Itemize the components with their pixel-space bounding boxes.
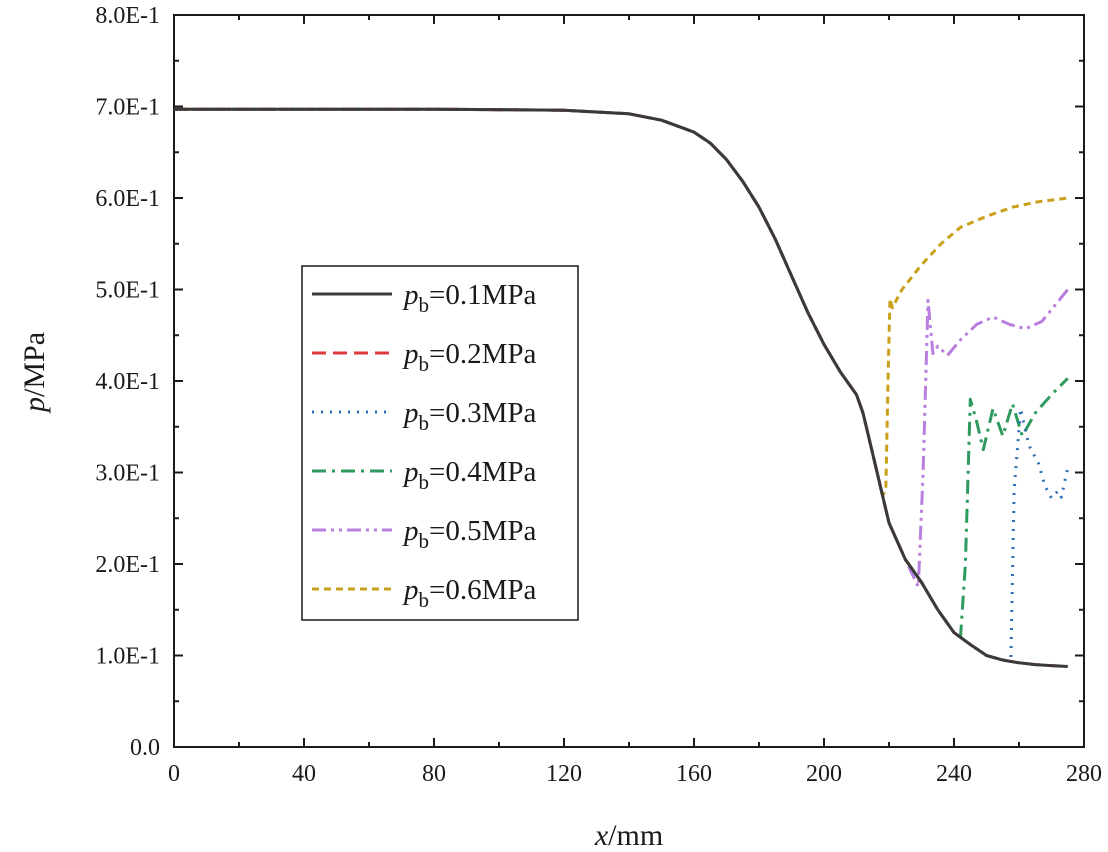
y-tick-label: 0.0 (130, 735, 160, 761)
y-tick-label: 1.0E-1 (95, 644, 160, 670)
x-tick-label: 0 (168, 761, 180, 787)
y-tick-label: 4.0E-1 (95, 369, 160, 395)
legend-items: pb=0.1MPa pb=0.2MPa pb=0.3MPa pb=0.4MPa pb=0… (312, 279, 537, 612)
legend-label: pb=0.4MPa (402, 456, 537, 494)
x-tick-label: 40 (292, 761, 316, 787)
series-lines (174, 107, 1070, 668)
x-tick-label: 120 (546, 761, 582, 787)
x-tick-label: 200 (806, 761, 842, 787)
legend: pb=0.1MPa pb=0.2MPa pb=0.3MPa pb=0.4MPa pb=0… (301, 265, 579, 621)
y-tick-label: 8.0E-1 (95, 3, 160, 29)
y-tick-label: 3.0E-1 (95, 461, 160, 487)
x-tick-label: 80 (422, 761, 446, 787)
x-tick-label: 240 (936, 761, 972, 787)
x-axis-ticks: 0 40 80 120 160 200 240 280 (168, 15, 1102, 787)
y-tick-label: 6.0E-1 (95, 186, 160, 212)
y-tick-label: 5.0E-1 (95, 278, 160, 304)
y-tick-label: 7.0E-1 (95, 95, 160, 121)
series-line-0.1MPa (174, 107, 1068, 668)
legend-label: pb=0.2MPa (402, 338, 537, 376)
legend-box (301, 265, 579, 621)
x-tick-label: 160 (676, 761, 712, 787)
legend-label: pb=0.5MPa (402, 515, 537, 553)
legend-label: pb=0.3MPa (402, 397, 537, 435)
legend-label: pb=0.1MPa (402, 279, 537, 317)
x-tick-label: 280 (1066, 761, 1102, 787)
x-axis-title: x/mm (594, 819, 663, 852)
y-axis-ticks: 0.0 1.0E-1 2.0E-1 3.0E-1 4.0E-1 5.0E-1 6.0E-1 7… (95, 3, 1084, 761)
y-axis-title: p/MPa (18, 332, 51, 414)
legend-label: pb=0.6MPa (402, 574, 537, 612)
y-tick-label: 2.0E-1 (95, 552, 160, 578)
